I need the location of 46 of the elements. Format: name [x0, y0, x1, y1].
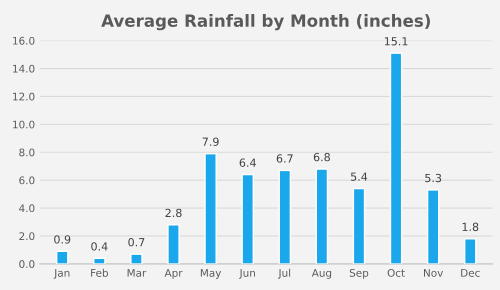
data-label: 1.8 [462, 222, 478, 232]
bar [130, 253, 143, 264]
x-tick-label: Jan [54, 269, 70, 279]
data-label: 5.4 [351, 172, 368, 181]
y-tick-label: 8.0 [19, 148, 34, 156]
x-tick-label: Oct [388, 268, 405, 277]
bar [241, 174, 254, 264]
x-tick-label: Nov [424, 269, 444, 277]
bar [93, 258, 106, 264]
bar [426, 189, 440, 264]
y-tick-label: 0.0 [19, 260, 34, 268]
x-tick-label: Mar [128, 269, 146, 277]
y-tick-label: 16.0 [13, 36, 34, 45]
data-label: 6.8 [314, 152, 330, 162]
data-label: 0.4 [91, 242, 108, 251]
bar [278, 170, 292, 264]
bar [390, 52, 402, 264]
y-tick-label: 6.0 [19, 176, 34, 184]
data-label: 15.1 [384, 37, 408, 46]
bar [316, 168, 328, 264]
x-tick-label: Feb [91, 268, 108, 277]
data-label: 6.7 [276, 154, 293, 163]
x-tick-label: Jun [239, 269, 255, 279]
y-tick-label: 10.0 [13, 120, 34, 128]
x-tick-label: Sep [350, 268, 368, 279]
data-label: 5.3 [425, 174, 442, 182]
chart-title: Average Rainfall by Month (inches) [101, 14, 430, 30]
data-label: 0.9 [54, 235, 70, 244]
data-label: 0.7 [128, 238, 144, 246]
data-label: 6.4 [240, 158, 256, 167]
data-label: 2.8 [166, 208, 182, 218]
bar [352, 188, 366, 264]
x-tick-label: Dec [461, 269, 480, 277]
y-tick-label: 12.0 [13, 92, 34, 101]
bar [167, 224, 180, 264]
bar [204, 152, 217, 264]
x-tick-label: May [200, 269, 222, 279]
y-tick-label: 4.0 [19, 204, 34, 212]
x-tick-label: Jul [278, 268, 290, 279]
y-tick-label: 2.0 [19, 232, 34, 240]
bar [56, 250, 69, 264]
x-tick-label: Apr [164, 269, 183, 279]
bar [464, 238, 477, 264]
x-tick-label: Aug [312, 269, 332, 279]
data-label: 7.9 [202, 138, 219, 146]
y-tick-label: 14.0 [13, 64, 34, 73]
